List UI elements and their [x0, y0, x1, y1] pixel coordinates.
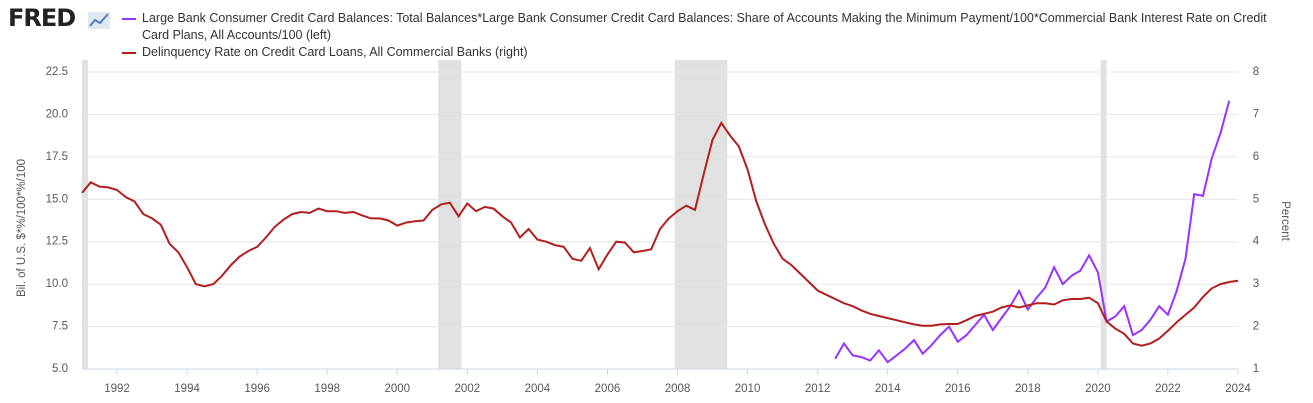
legend-text: Delinquency Rate on Credit Card Loans, A… [142, 45, 528, 59]
y2-tick-label: 2 [1253, 321, 1259, 333]
x-tick-label: 1994 [174, 383, 200, 395]
recession-band [674, 60, 728, 369]
x-tick-label: 2004 [525, 383, 551, 395]
x-tick-label: 1992 [104, 383, 130, 395]
y-tick-label: 7.5 [52, 321, 68, 333]
legend-text: Large Bank Consumer Credit Card Balances… [142, 11, 1267, 42]
y-tick-label: 20.0 [46, 108, 68, 120]
lines [81, 100, 1239, 364]
y-tick-label: 12.5 [46, 236, 68, 248]
x-tick-label: 2010 [735, 383, 761, 395]
y2-tick-label: 4 [1253, 236, 1260, 248]
grid: 5.0 7.5 10.0 12.5 15.0 17.5 20.0 22.5 1 2 3 4 5 6 7 8 19… [46, 66, 1260, 395]
x-tick-label: 2000 [384, 383, 410, 395]
y2-tick-label: 5 [1253, 193, 1259, 205]
recession-band [1100, 60, 1107, 369]
x-tick-label: 1998 [314, 383, 340, 395]
x-tick-label: 2016 [945, 383, 971, 395]
x-tick-label: 2012 [805, 383, 831, 395]
series-line [81, 120, 1239, 347]
y2-tick-label: 6 [1253, 151, 1259, 163]
legend: Large Bank Consumer Credit Card Balances… [122, 10, 1272, 61]
y2-tick-label: 3 [1253, 278, 1259, 290]
y2-axis-label: Percent [1279, 201, 1291, 241]
logo-icon-line [89, 13, 109, 27]
y2-tick-label: 8 [1253, 66, 1259, 78]
recessions [82, 60, 1107, 369]
x-tick-label: 2002 [455, 383, 481, 395]
x-tick-label: 2024 [1225, 383, 1251, 395]
legend-swatch [122, 18, 136, 20]
recession-band [82, 60, 88, 369]
y-tick-label: 15.0 [46, 193, 68, 205]
legend-entry: Delinquency Rate on Credit Card Loans, A… [122, 44, 1272, 61]
x-tick-label: 2022 [1155, 383, 1181, 395]
logo: FRED [8, 4, 76, 32]
x-tick-label: 2020 [1085, 383, 1111, 395]
legend-swatch [122, 52, 136, 54]
y-axis-label: Bil. of U.S. $*%/100*%/100 [16, 159, 28, 297]
series-line [834, 100, 1231, 364]
x-tick-label: 2008 [665, 383, 691, 395]
x-tick-label: 2014 [875, 383, 901, 395]
y-tick-label: 17.5 [46, 151, 68, 163]
y2-tick-label: 1 [1253, 363, 1259, 375]
y-tick-label: 22.5 [46, 66, 68, 78]
y-tick-label: 5.0 [52, 363, 68, 375]
y-tick-label: 10.0 [46, 278, 68, 290]
x-tick-label: 1996 [244, 383, 270, 395]
legend-entry: Large Bank Consumer Credit Card Balances… [122, 10, 1272, 44]
x-tick-label: 2006 [595, 383, 621, 395]
recession-band [438, 60, 462, 369]
y2-tick-label: 7 [1253, 108, 1259, 120]
logo-icon [88, 12, 110, 29]
x-tick-label: 2018 [1015, 383, 1041, 395]
